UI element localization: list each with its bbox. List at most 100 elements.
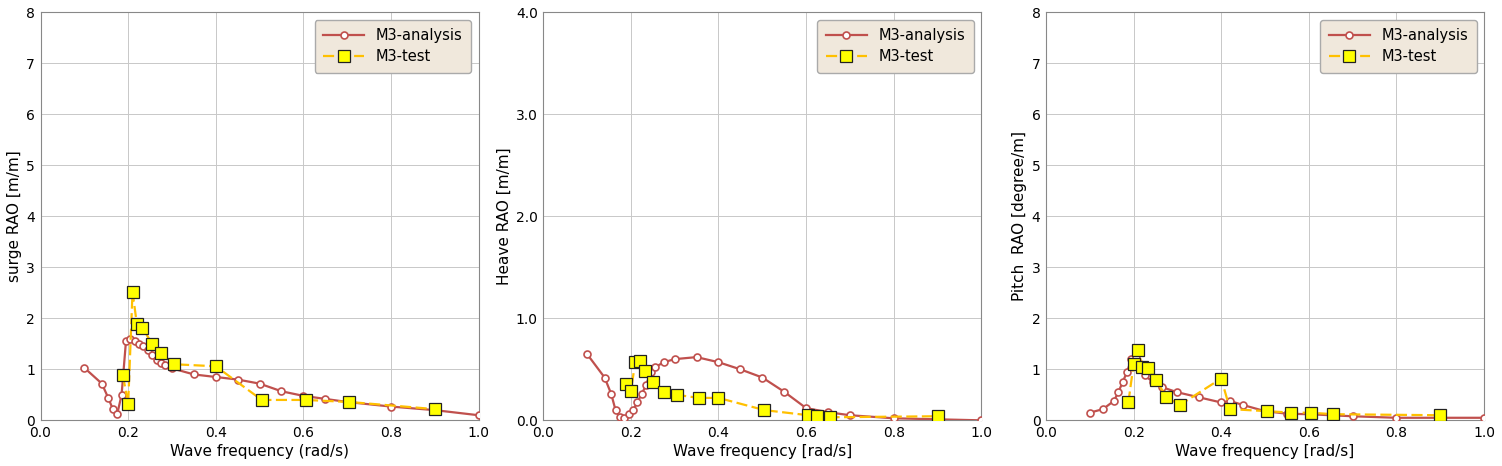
X-axis label: Wave frequency [rad/s]: Wave frequency [rad/s] — [673, 444, 852, 459]
M3-test — [152, 350, 170, 356]
Line: M3-test: M3-test — [620, 356, 943, 423]
M3-test — [1221, 406, 1239, 412]
M3-test — [1283, 410, 1301, 416]
Legend: M3-analysis, M3-test: M3-analysis, M3-test — [817, 20, 973, 73]
Legend: M3-analysis, M3-test: M3-analysis, M3-test — [1320, 20, 1476, 73]
M3-analysis — [602, 391, 620, 397]
M3-analysis — [117, 338, 135, 344]
M3-analysis — [1113, 379, 1131, 385]
M3-test — [207, 363, 225, 369]
M3-analysis — [1136, 373, 1154, 378]
X-axis label: Wave frequency (rad/s): Wave frequency (rad/s) — [170, 444, 348, 459]
M3-analysis — [228, 377, 246, 382]
M3-analysis — [841, 412, 859, 418]
M3-analysis — [1221, 398, 1239, 404]
M3-analysis — [798, 405, 816, 411]
M3-analysis — [162, 365, 180, 371]
M3-test — [622, 388, 640, 394]
M3-test — [1139, 365, 1157, 371]
M3-test — [668, 392, 686, 397]
M3-test — [644, 379, 662, 384]
M3-test — [928, 413, 946, 419]
M3-analysis — [665, 356, 683, 362]
M3-analysis — [1431, 415, 1449, 421]
M3-test — [425, 406, 443, 412]
M3-test — [114, 373, 132, 378]
M3-analysis — [1190, 395, 1208, 400]
M3-analysis — [1117, 369, 1136, 375]
M3-analysis — [338, 399, 356, 405]
M3-analysis — [294, 393, 312, 398]
M3-analysis — [1110, 390, 1128, 395]
M3-analysis — [1388, 415, 1406, 421]
M3-analysis — [147, 357, 165, 363]
M3-test — [252, 397, 270, 403]
M3-test — [165, 362, 183, 367]
M3-analysis — [1235, 402, 1253, 408]
M3-analysis — [1169, 390, 1187, 395]
M3-analysis — [135, 343, 153, 349]
Legend: M3-analysis, M3-test: M3-analysis, M3-test — [314, 20, 472, 73]
M3-analysis — [126, 338, 144, 344]
M3-analysis — [152, 360, 170, 366]
M3-test — [635, 369, 653, 374]
M3-analysis — [1093, 406, 1111, 412]
Line: M3-test: M3-test — [117, 286, 440, 415]
M3-test — [1259, 408, 1277, 414]
M3-analysis — [1105, 398, 1123, 404]
M3-test — [1323, 411, 1341, 417]
M3-analysis — [131, 341, 149, 347]
M3-test — [808, 413, 826, 419]
M3-analysis — [620, 411, 638, 417]
M3-analysis — [122, 336, 140, 342]
Line: M3-analysis: M3-analysis — [81, 335, 482, 419]
M3-analysis — [641, 370, 659, 375]
M3-analysis — [75, 365, 93, 370]
M3-analysis — [885, 416, 903, 421]
M3-analysis — [317, 396, 335, 402]
M3-analysis — [425, 407, 443, 413]
M3-analysis — [1126, 354, 1145, 359]
M3-test — [128, 322, 146, 327]
Y-axis label: Pitch  RAO [degree/m]: Pitch RAO [degree/m] — [1012, 131, 1027, 302]
M3-test — [296, 397, 314, 403]
M3-test — [341, 399, 359, 405]
M3-analysis — [754, 375, 772, 380]
M3-analysis — [1212, 400, 1230, 405]
X-axis label: Wave frequency [rad/s]: Wave frequency [rad/s] — [1176, 444, 1355, 459]
M3-test — [1431, 412, 1449, 418]
M3-analysis — [1344, 413, 1362, 419]
M3-test — [1302, 410, 1320, 416]
M3-analysis — [143, 352, 161, 358]
M3-analysis — [93, 381, 111, 386]
M3-analysis — [632, 391, 650, 397]
Y-axis label: Heave RAO [m/m]: Heave RAO [m/m] — [497, 148, 512, 285]
M3-analysis — [207, 374, 225, 380]
Line: M3-test: M3-test — [1123, 344, 1446, 421]
M3-analysis — [1131, 362, 1149, 367]
M3-analysis — [607, 407, 625, 413]
M3-analysis — [104, 406, 122, 412]
M3-analysis — [1475, 415, 1493, 421]
Line: M3-analysis: M3-analysis — [1086, 353, 1487, 421]
Line: M3-analysis: M3-analysis — [584, 350, 985, 424]
M3-test — [1212, 376, 1230, 381]
M3-analysis — [470, 412, 488, 418]
M3-test — [134, 325, 152, 330]
M3-analysis — [688, 354, 706, 360]
M3-test — [799, 412, 817, 418]
M3-analysis — [185, 372, 203, 377]
M3-test — [617, 381, 635, 386]
M3-analysis — [596, 375, 614, 380]
M3-analysis — [156, 363, 174, 368]
M3-test — [1125, 362, 1143, 367]
M3-analysis — [1256, 408, 1274, 414]
M3-analysis — [138, 347, 156, 353]
M3-analysis — [108, 411, 126, 417]
M3-analysis — [251, 381, 269, 386]
M3-test — [689, 395, 707, 401]
M3-test — [1170, 402, 1188, 408]
M3-analysis — [1081, 410, 1099, 416]
M3-analysis — [731, 367, 749, 372]
M3-analysis — [1322, 412, 1340, 418]
